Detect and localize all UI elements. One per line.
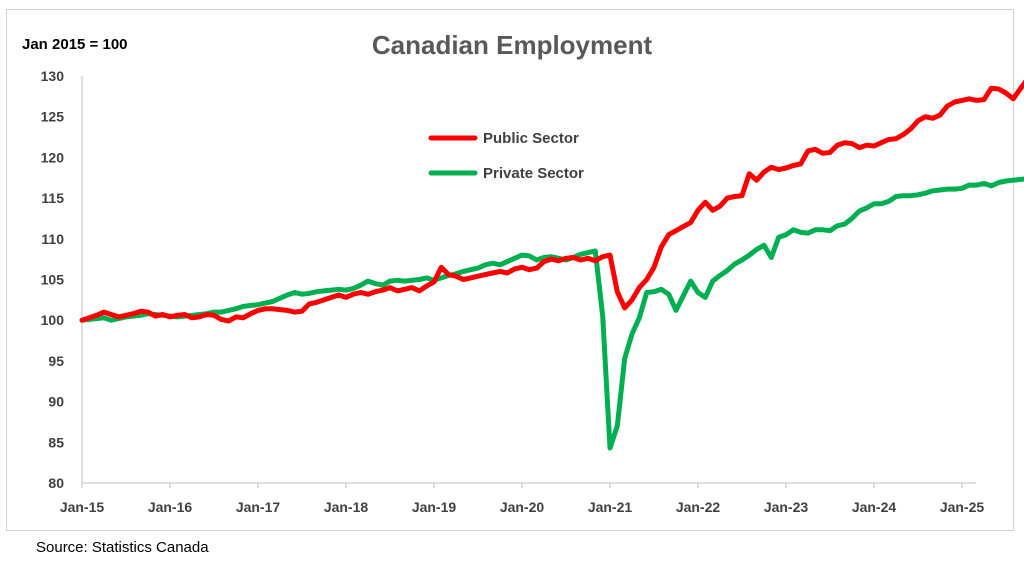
y-tick-label: 85 xyxy=(48,434,64,450)
y-tick-label: 110 xyxy=(41,231,64,247)
chart-title: Canadian Employment xyxy=(371,30,653,60)
y-tick-label: 130 xyxy=(41,68,65,84)
series-line-private-sector xyxy=(79,176,1024,451)
x-tick-label: Jan-15 xyxy=(60,499,105,515)
x-tick-label: Jan-23 xyxy=(764,499,809,515)
x-tick-label: Jan-22 xyxy=(676,499,721,515)
y-axis-index-label: Jan 2015 = 100 xyxy=(22,36,128,53)
x-tick-label: Jan-18 xyxy=(324,499,369,515)
series-line-public-sector xyxy=(79,79,1024,324)
y-tick-label: 115 xyxy=(41,190,64,206)
x-tick-label: Jan-20 xyxy=(500,499,545,515)
source-note: Source: Statistics Canada xyxy=(36,539,209,556)
y-tick-label: 95 xyxy=(48,353,64,369)
x-tick-label: Jan-24 xyxy=(852,499,897,515)
y-tick-label: 125 xyxy=(41,109,65,125)
x-tick-label: Jan-25 xyxy=(940,499,985,515)
x-tick-label: Jan-16 xyxy=(148,499,193,515)
legend-label: Public Sector xyxy=(483,130,579,147)
y-tick-label: 80 xyxy=(48,475,64,491)
x-tick-label: Jan-17 xyxy=(236,499,281,515)
y-tick-label: 90 xyxy=(48,394,64,410)
y-tick-label: 120 xyxy=(41,149,65,165)
y-tick-label: 105 xyxy=(41,272,65,288)
x-tick-label: Jan-21 xyxy=(588,499,633,515)
x-tick-label: Jan-19 xyxy=(412,499,457,515)
y-tick-label: 100 xyxy=(41,312,65,328)
legend-label: Private Sector xyxy=(483,165,584,182)
